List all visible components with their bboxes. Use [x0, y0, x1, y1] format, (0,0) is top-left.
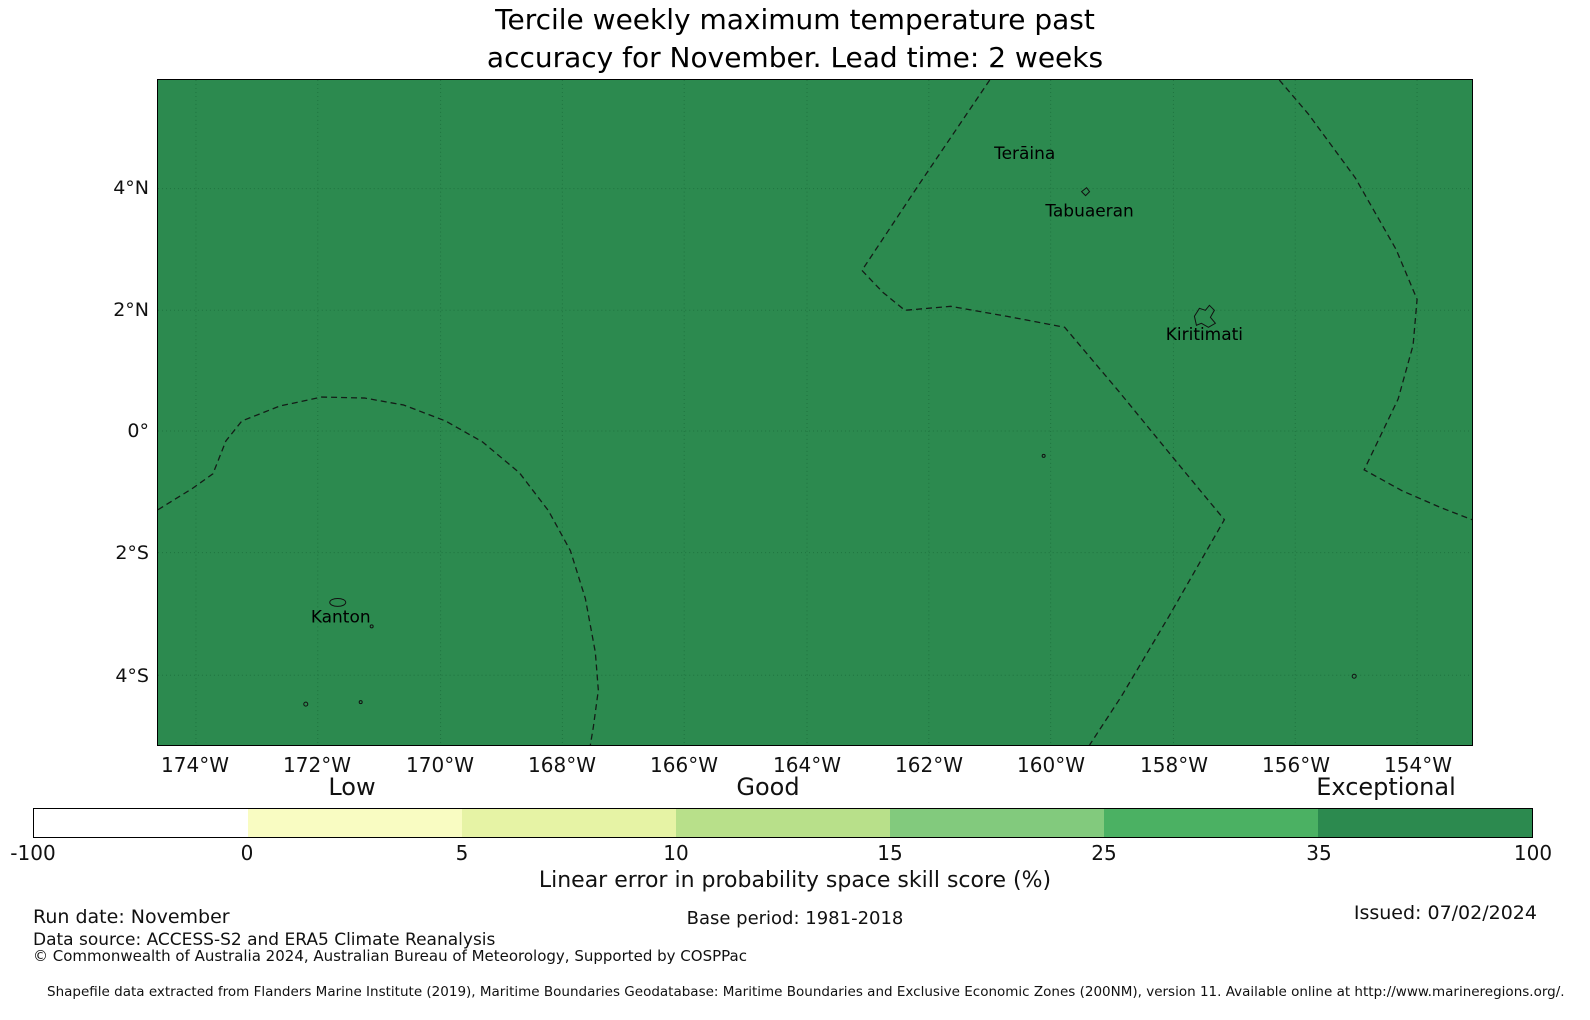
colorbar-tick-10: 10	[663, 841, 689, 865]
colorbar-segment-4	[676, 809, 890, 837]
colorbar-segment-5	[890, 809, 1104, 837]
colorbar-segment-6	[1104, 809, 1318, 837]
place-label-kiritimati: Kiritimati	[1166, 324, 1243, 344]
x-axis-tick-166w: 166°W	[650, 753, 718, 777]
small-islet-dot-3	[1041, 453, 1046, 458]
issued-date-text: Issued: 07/02/2024	[1353, 902, 1537, 924]
colorbar-tick-35: 35	[1306, 841, 1332, 865]
colorbar-segment-2	[248, 809, 462, 837]
x-axis-tick-162w: 162°W	[895, 753, 963, 777]
tabuaeran-island-outline	[1080, 186, 1091, 197]
y-axis-tick-2s: 2°S	[115, 542, 149, 564]
colorbar-segment-3	[462, 809, 676, 837]
place-label-tabuaeran: Tabuaeran	[1044, 201, 1133, 221]
x-axis-tick-160w: 160°W	[1017, 753, 1085, 777]
x-axis-tick-168w: 168°W	[528, 753, 596, 777]
colorbar-segment-1	[34, 809, 248, 837]
place-label-teraina: Terāina	[993, 143, 1055, 163]
base-period-text: Base period: 1981-2018	[686, 908, 904, 929]
grid-lines	[158, 80, 1472, 745]
x-axis-tick-174w: 174°W	[161, 753, 229, 777]
x-axis-tick-156w: 156°W	[1262, 753, 1330, 777]
small-islet-dot-2	[358, 700, 363, 705]
x-axis-tick-170w: 170°W	[406, 753, 474, 777]
data-source-text: Data source: ACCESS-S2 and ERA5 Climate …	[33, 930, 496, 950]
x-axis-tick-164w: 164°W	[773, 753, 841, 777]
map-svg: Terāina Tabuaeran Kiritimati Kanton	[158, 80, 1472, 745]
shapefile-note-text: Shapefile data extracted from Flanders M…	[47, 984, 1565, 1000]
kanton-atoll-outline	[329, 597, 347, 607]
copyright-text: © Commonwealth of Australia 2024, Austra…	[33, 947, 747, 965]
map-canvas: Terāina Tabuaeran Kiritimati Kanton	[157, 79, 1473, 746]
y-axis-tick-2n: 2°N	[113, 299, 149, 321]
eez-boundary-line-central	[861, 80, 1226, 745]
colorbar-tick-neg100: -100	[10, 841, 56, 865]
x-axis-tick-158w: 158°W	[1140, 753, 1208, 777]
y-axis-tick-4s: 4°S	[115, 665, 149, 687]
skill-label-low: Low	[328, 773, 376, 801]
colorbar-tick-100: 100	[1513, 841, 1553, 865]
small-islet-dot-5	[369, 624, 374, 629]
colorbar-caption: Linear error in probability space skill …	[538, 868, 1052, 893]
colorbar-tick-25: 25	[1091, 841, 1117, 865]
map-fill	[158, 80, 1472, 745]
skill-label-good: Good	[736, 773, 800, 801]
kiritimati-island-outline	[1193, 304, 1217, 328]
x-axis-tick-172w: 172°W	[283, 753, 351, 777]
skill-label-exceptional: Exceptional	[1316, 773, 1456, 801]
figure-title-line-2: accuracy for November. Lead time: 2 week…	[486, 41, 1104, 74]
y-axis-tick-4n: 4°N	[113, 177, 149, 199]
eez-boundary-line-west	[158, 396, 599, 745]
colorbar-tick-15: 15	[877, 841, 903, 865]
x-axis-tick-154w: 154°W	[1384, 753, 1452, 777]
place-label-kanton: Kanton	[311, 606, 371, 626]
small-islet-dot-1	[303, 701, 309, 707]
colorbar-tick-5: 5	[455, 841, 469, 865]
colorbar-tick-0: 0	[240, 841, 254, 865]
run-date-text: Run date: November	[33, 906, 230, 928]
small-islet-dot-4	[1351, 673, 1357, 679]
colorbar-segment-7	[1318, 809, 1532, 837]
figure-title-line-1: Tercile weekly maximum temperature past	[495, 3, 1095, 36]
y-axis-tick-0: 0°	[127, 420, 149, 442]
colorbar	[33, 808, 1533, 838]
